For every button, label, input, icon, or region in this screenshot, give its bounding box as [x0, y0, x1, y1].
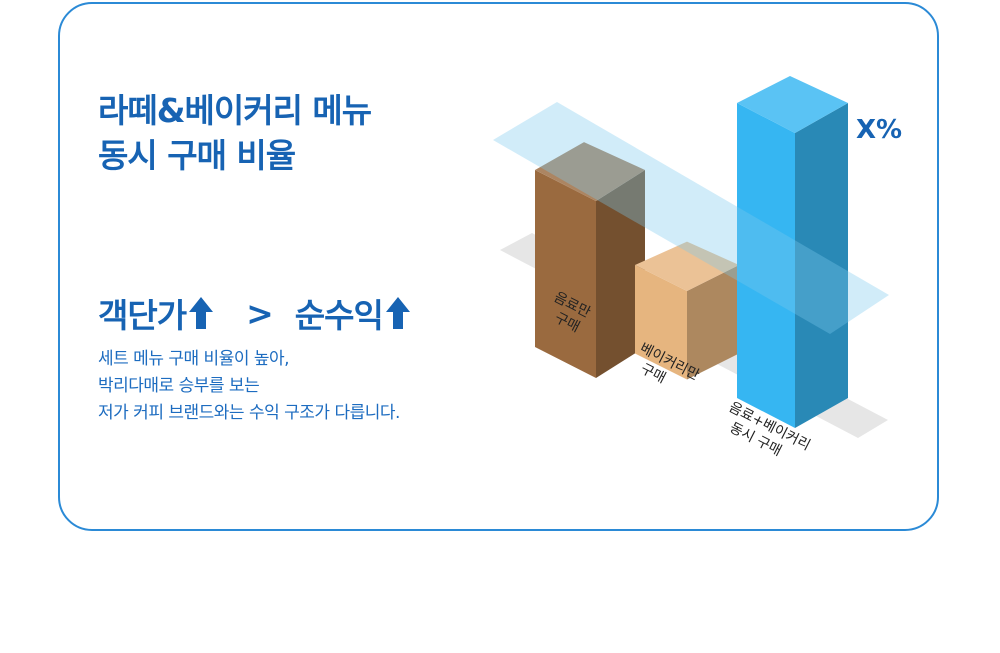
data-label-3: X% — [856, 115, 902, 145]
bar-2 — [635, 241, 739, 380]
reference-plane — [493, 102, 889, 334]
comparison-left-label: 객단가 — [98, 296, 187, 335]
comparison-right-label: 순수익 — [294, 296, 384, 335]
bar-side-face — [687, 265, 739, 380]
description-line-1: 세트 메뉴 구매 비율이 높아, — [98, 349, 290, 369]
arrow-up-icon — [385, 297, 410, 329]
bar-top-face — [635, 241, 739, 291]
bar-front-face — [737, 103, 795, 428]
description-line-3: 저가 커피 브랜드와는 수익 구조가 다릅니다. — [98, 403, 400, 423]
description-line-2: 박리다매로 승부를 보는 — [98, 376, 260, 396]
bar-front-face — [535, 170, 596, 378]
title-line-1: 라떼&베이커리 메뉴 — [98, 91, 372, 130]
page-title: 라떼&베이커리 메뉴 동시 구매 비율 — [98, 88, 372, 178]
bar-front-face — [635, 265, 687, 380]
comparison-operator: > — [246, 293, 274, 333]
bar-top-face — [737, 76, 848, 133]
arrow-up-icon — [189, 297, 214, 329]
bar-side-face — [795, 103, 848, 428]
title-line-2: 동시 구매 비율 — [98, 136, 296, 175]
comparison-heading: 객단가 > 순수익 — [98, 284, 415, 342]
bar-top-face — [535, 142, 645, 201]
description-text: 세트 메뉴 구매 비율이 높아, 박리다매로 승부를 보는 저가 커피 브랜드와… — [98, 346, 400, 427]
bar-3 — [737, 76, 848, 428]
bar-side-face — [596, 170, 645, 378]
bar-1 — [535, 142, 645, 378]
